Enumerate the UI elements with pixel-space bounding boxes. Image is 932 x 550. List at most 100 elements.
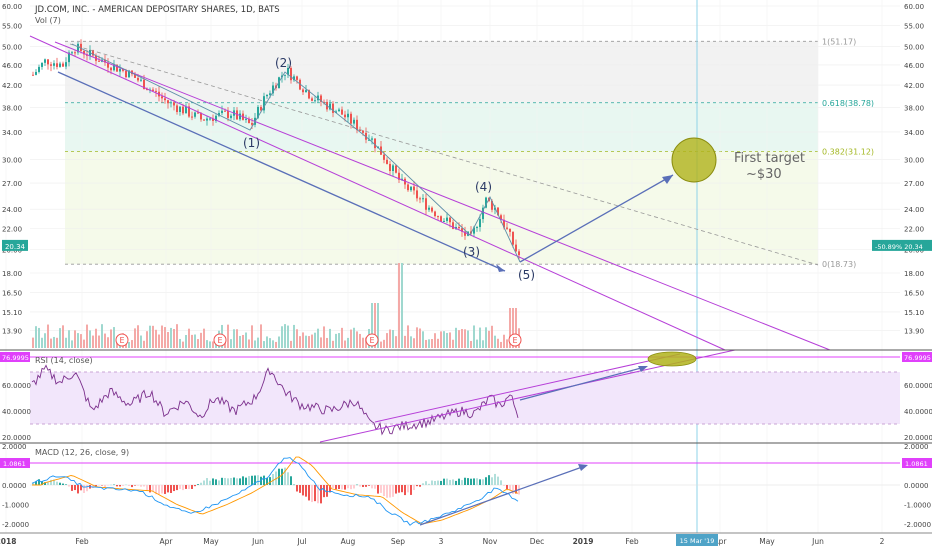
macd-histogram-bar xyxy=(71,485,73,491)
y-tick-right: 16.50 xyxy=(904,289,924,297)
rsi-channel-upper xyxy=(374,353,681,423)
volume-bar xyxy=(254,340,256,348)
y-tick-left: 34.00 xyxy=(2,129,22,137)
macd-histogram-bar xyxy=(311,485,313,503)
volume-bar xyxy=(410,336,412,348)
macd-badge-left xyxy=(0,458,30,468)
macd-histogram-bar xyxy=(140,485,142,487)
volume-bar xyxy=(338,333,340,348)
macd-histogram-bar xyxy=(341,485,343,490)
volume-bar xyxy=(74,330,76,348)
macd-histogram-bar xyxy=(356,484,358,486)
volume-bar xyxy=(308,336,310,348)
volume-bar xyxy=(116,341,118,348)
macd-histogram-bar xyxy=(284,467,286,485)
wave-label-1: (1) xyxy=(243,136,260,150)
volume-bar xyxy=(260,324,262,348)
y-tick-left: 60.00 xyxy=(2,3,22,11)
macd-histogram-bar xyxy=(143,485,145,487)
macd-histogram-bar xyxy=(248,476,250,485)
volume-bar xyxy=(275,341,277,348)
fib-zone-top xyxy=(65,41,818,103)
volume-bar xyxy=(353,327,355,348)
candle-body xyxy=(443,220,445,222)
volume-bar xyxy=(386,333,388,348)
macd-histogram-bar xyxy=(239,478,241,485)
candle-body xyxy=(485,197,487,208)
volume-bar xyxy=(506,339,508,348)
volume-bar xyxy=(158,334,160,348)
candle-body xyxy=(335,111,337,113)
candle-body xyxy=(338,109,340,112)
y-tick-left: 18.00 xyxy=(2,270,22,278)
candle-body xyxy=(323,101,325,103)
volume-bar xyxy=(488,330,490,348)
volume-bar xyxy=(185,334,187,348)
macd-histogram-bar xyxy=(380,485,382,493)
macd-badge-right xyxy=(902,458,932,468)
candle-body xyxy=(47,59,49,65)
volume-bar xyxy=(101,324,103,348)
candle-body xyxy=(62,63,64,67)
macd-tick-right: -1.0000 xyxy=(904,502,931,510)
macd-histogram-bar xyxy=(179,485,181,489)
volume-bar xyxy=(164,327,166,348)
rsi-arrow xyxy=(519,366,646,401)
macd-histogram-bar xyxy=(440,480,442,485)
macd-histogram-bar xyxy=(128,485,130,486)
y-tick-right: 22.00 xyxy=(904,225,924,233)
volume-bar xyxy=(227,324,229,348)
candle-body xyxy=(506,227,508,229)
macd-badge-text-left: 1.0861 xyxy=(3,460,26,468)
macd-histogram-bar xyxy=(167,485,169,493)
macd-histogram-bar xyxy=(215,479,217,485)
macd-histogram-bar xyxy=(245,477,247,485)
fib-label: 0.618(38.78) xyxy=(822,99,874,108)
volume-bar xyxy=(326,337,328,348)
macd-histogram-bar xyxy=(503,485,505,486)
rsi-target-ellipse xyxy=(647,351,697,367)
volume-bar xyxy=(32,337,34,348)
x-tick-label: 3 xyxy=(439,537,444,546)
volume-bar xyxy=(383,339,385,348)
macd-histogram-bar xyxy=(146,485,148,492)
candle-body xyxy=(332,103,334,113)
macd-histogram-bar xyxy=(422,483,424,485)
candle-body xyxy=(434,211,436,217)
candle-body xyxy=(77,43,79,53)
volume-bar xyxy=(194,334,196,348)
volume-bar xyxy=(104,333,106,348)
candle-body xyxy=(167,100,169,104)
volume-bar xyxy=(206,340,208,348)
macd-histogram-bar xyxy=(173,485,175,492)
volume-bars xyxy=(32,263,520,348)
macd-histogram-bar xyxy=(137,485,139,486)
macd-histogram-bar xyxy=(296,485,298,492)
candle-body xyxy=(371,138,373,140)
candle-body xyxy=(53,63,55,66)
macd-histogram-bar xyxy=(185,485,187,489)
volume-bar xyxy=(437,338,439,348)
candle-body xyxy=(116,64,118,72)
candle-body xyxy=(134,74,136,78)
candle-body xyxy=(500,215,502,220)
volume-bar xyxy=(56,337,58,348)
candle-body xyxy=(107,62,109,68)
rsi-pane xyxy=(30,349,900,443)
volume-bar xyxy=(479,327,481,348)
volume-bar xyxy=(431,339,433,348)
volume-bar xyxy=(200,332,202,348)
volume-bar xyxy=(266,336,268,348)
rsi-tick-left: 40.0000 xyxy=(2,408,31,416)
macd-histogram-bar xyxy=(170,485,172,493)
chart-title: JD.COM, INC. - AMERICAN DEPOSITARY SHARE… xyxy=(34,5,280,15)
macd-tick-left: -1.0000 xyxy=(2,502,29,510)
channel-line-lower xyxy=(54,41,831,351)
candle-body xyxy=(518,251,520,256)
macd-histogram-bar xyxy=(413,485,415,491)
volume-bar xyxy=(296,329,298,348)
volume-bar xyxy=(65,337,67,348)
candle-body xyxy=(44,59,46,63)
macd-histogram-bar xyxy=(266,478,268,485)
